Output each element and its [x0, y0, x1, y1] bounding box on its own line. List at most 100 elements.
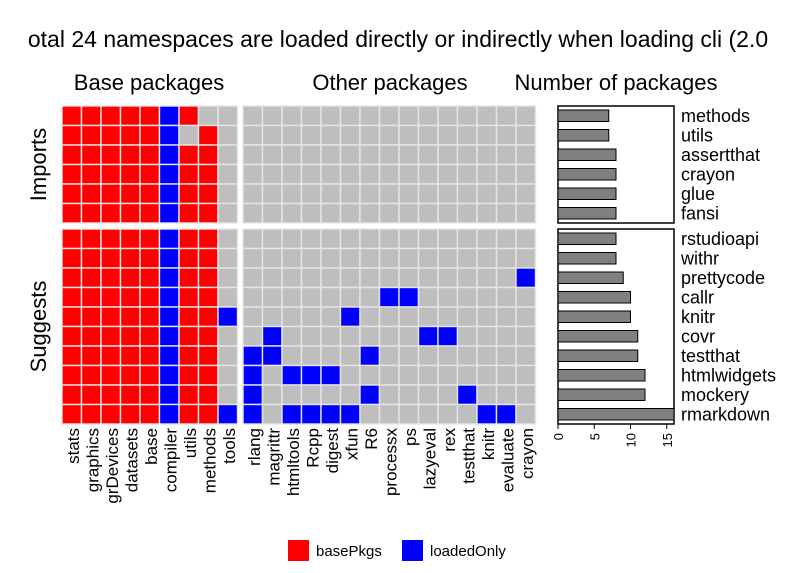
heatmap-cell	[398, 403, 420, 425]
heatmap-cell	[378, 163, 400, 185]
heatmap-cell	[217, 306, 239, 328]
count-bar	[557, 310, 631, 323]
heatmap-cell	[80, 247, 102, 269]
heatmap-cell	[242, 247, 264, 269]
heatmap-cell	[197, 267, 219, 289]
heatmap-cell	[100, 202, 122, 224]
heatmap-cell	[515, 306, 537, 328]
heatmap-cell	[417, 403, 439, 425]
column-label: htmltools	[284, 428, 303, 496]
heatmap-cell	[300, 306, 322, 328]
heatmap-cell	[178, 403, 200, 425]
heatmap-cell	[80, 403, 102, 425]
heatmap-cell	[300, 183, 322, 205]
heatmap-cell	[158, 202, 180, 224]
column-label: datasets	[122, 428, 141, 492]
heatmap-cell	[281, 228, 303, 250]
heatmap-cell	[197, 105, 219, 127]
heatmap-cell	[320, 105, 342, 127]
column-label: compiler	[161, 428, 180, 493]
heatmap-cell	[339, 202, 361, 224]
heatmap-cell	[359, 267, 381, 289]
legend-swatch	[402, 540, 423, 561]
column-label: base	[142, 428, 161, 465]
column-label: testthat	[459, 428, 478, 484]
heatmap-cell	[100, 247, 122, 269]
heatmap-cell	[476, 286, 498, 308]
heatmap-cell	[242, 403, 264, 425]
heatmap-cell	[281, 267, 303, 289]
heatmap-cell	[456, 183, 478, 205]
heatmap-cell	[339, 325, 361, 347]
heatmap-cell	[100, 124, 122, 146]
heatmap-cell	[456, 306, 478, 328]
heatmap-cell	[339, 124, 361, 146]
heatmap-cell	[359, 403, 381, 425]
heatmap-cell	[217, 325, 239, 347]
heatmap-cell	[242, 364, 264, 386]
row-group-labels: Imports Suggests	[26, 128, 51, 373]
heatmap-cell	[300, 325, 322, 347]
chart-title: otal 24 namespaces are loaded directly o…	[28, 26, 768, 52]
heatmap-cell	[217, 228, 239, 250]
heatmap-cell	[476, 105, 498, 127]
heatmap-cell	[119, 306, 141, 328]
heatmap-cell	[398, 202, 420, 224]
heatmap-cell	[320, 345, 342, 367]
heatmap-cell	[261, 267, 283, 289]
heatmap-cell	[515, 247, 537, 269]
heatmap-cell	[398, 345, 420, 367]
legend-swatch	[288, 540, 309, 561]
heatmap-cell	[80, 325, 102, 347]
heatmap-cell	[398, 306, 420, 328]
row-label: methods	[681, 106, 750, 126]
heatmap-cell	[61, 247, 83, 269]
heatmap-cell	[100, 403, 122, 425]
heatmap-cell	[300, 105, 322, 127]
heatmap-cell	[495, 202, 517, 224]
heatmap-cell	[242, 384, 264, 406]
heatmap-cell	[495, 384, 517, 406]
heatmap-cell	[217, 124, 239, 146]
heatmap-cell	[515, 267, 537, 289]
heatmap-cell	[515, 202, 537, 224]
heatmap-cell	[320, 286, 342, 308]
column-label: digest	[323, 428, 342, 474]
bar-panel-border	[557, 105, 675, 224]
heatmap-cell	[139, 267, 161, 289]
heatmap-cell	[281, 124, 303, 146]
column-label: grDevices	[103, 428, 122, 504]
count-bar	[557, 408, 675, 421]
heatmap-cell	[217, 247, 239, 269]
heatmap-cell	[119, 247, 141, 269]
heatmap-cell	[139, 364, 161, 386]
row-label: utils	[681, 125, 713, 145]
heatmap-cell	[378, 105, 400, 127]
row-label: prettycode	[681, 268, 765, 288]
heatmap-cell	[139, 183, 161, 205]
heatmap-cell	[456, 105, 478, 127]
heatmap-cell	[339, 228, 361, 250]
row-label: rmarkdown	[681, 404, 770, 424]
heatmap-cell	[242, 286, 264, 308]
heatmap-cell	[417, 202, 439, 224]
heatmap-cell	[100, 345, 122, 367]
heatmap-cell	[476, 306, 498, 328]
heatmap-cell	[417, 228, 439, 250]
heatmap-cell	[139, 403, 161, 425]
heatmap-cell	[437, 163, 459, 185]
heatmap-cell	[100, 163, 122, 185]
heatmap-cell	[476, 325, 498, 347]
heatmap-cell	[320, 144, 342, 166]
heatmap-cell	[178, 202, 200, 224]
heatmap-cell	[417, 105, 439, 127]
heatmap-cell	[378, 286, 400, 308]
column-labels: stats graphics grDevices datasets base compil…	[64, 428, 537, 504]
heatmap-cell	[495, 403, 517, 425]
heatmap-cell	[495, 364, 517, 386]
row-label: knitr	[681, 307, 715, 327]
legend-label: basePkgs	[316, 543, 382, 560]
heatmap-cell	[158, 124, 180, 146]
heatmap-cell	[217, 183, 239, 205]
heatmap-cell	[417, 247, 439, 269]
